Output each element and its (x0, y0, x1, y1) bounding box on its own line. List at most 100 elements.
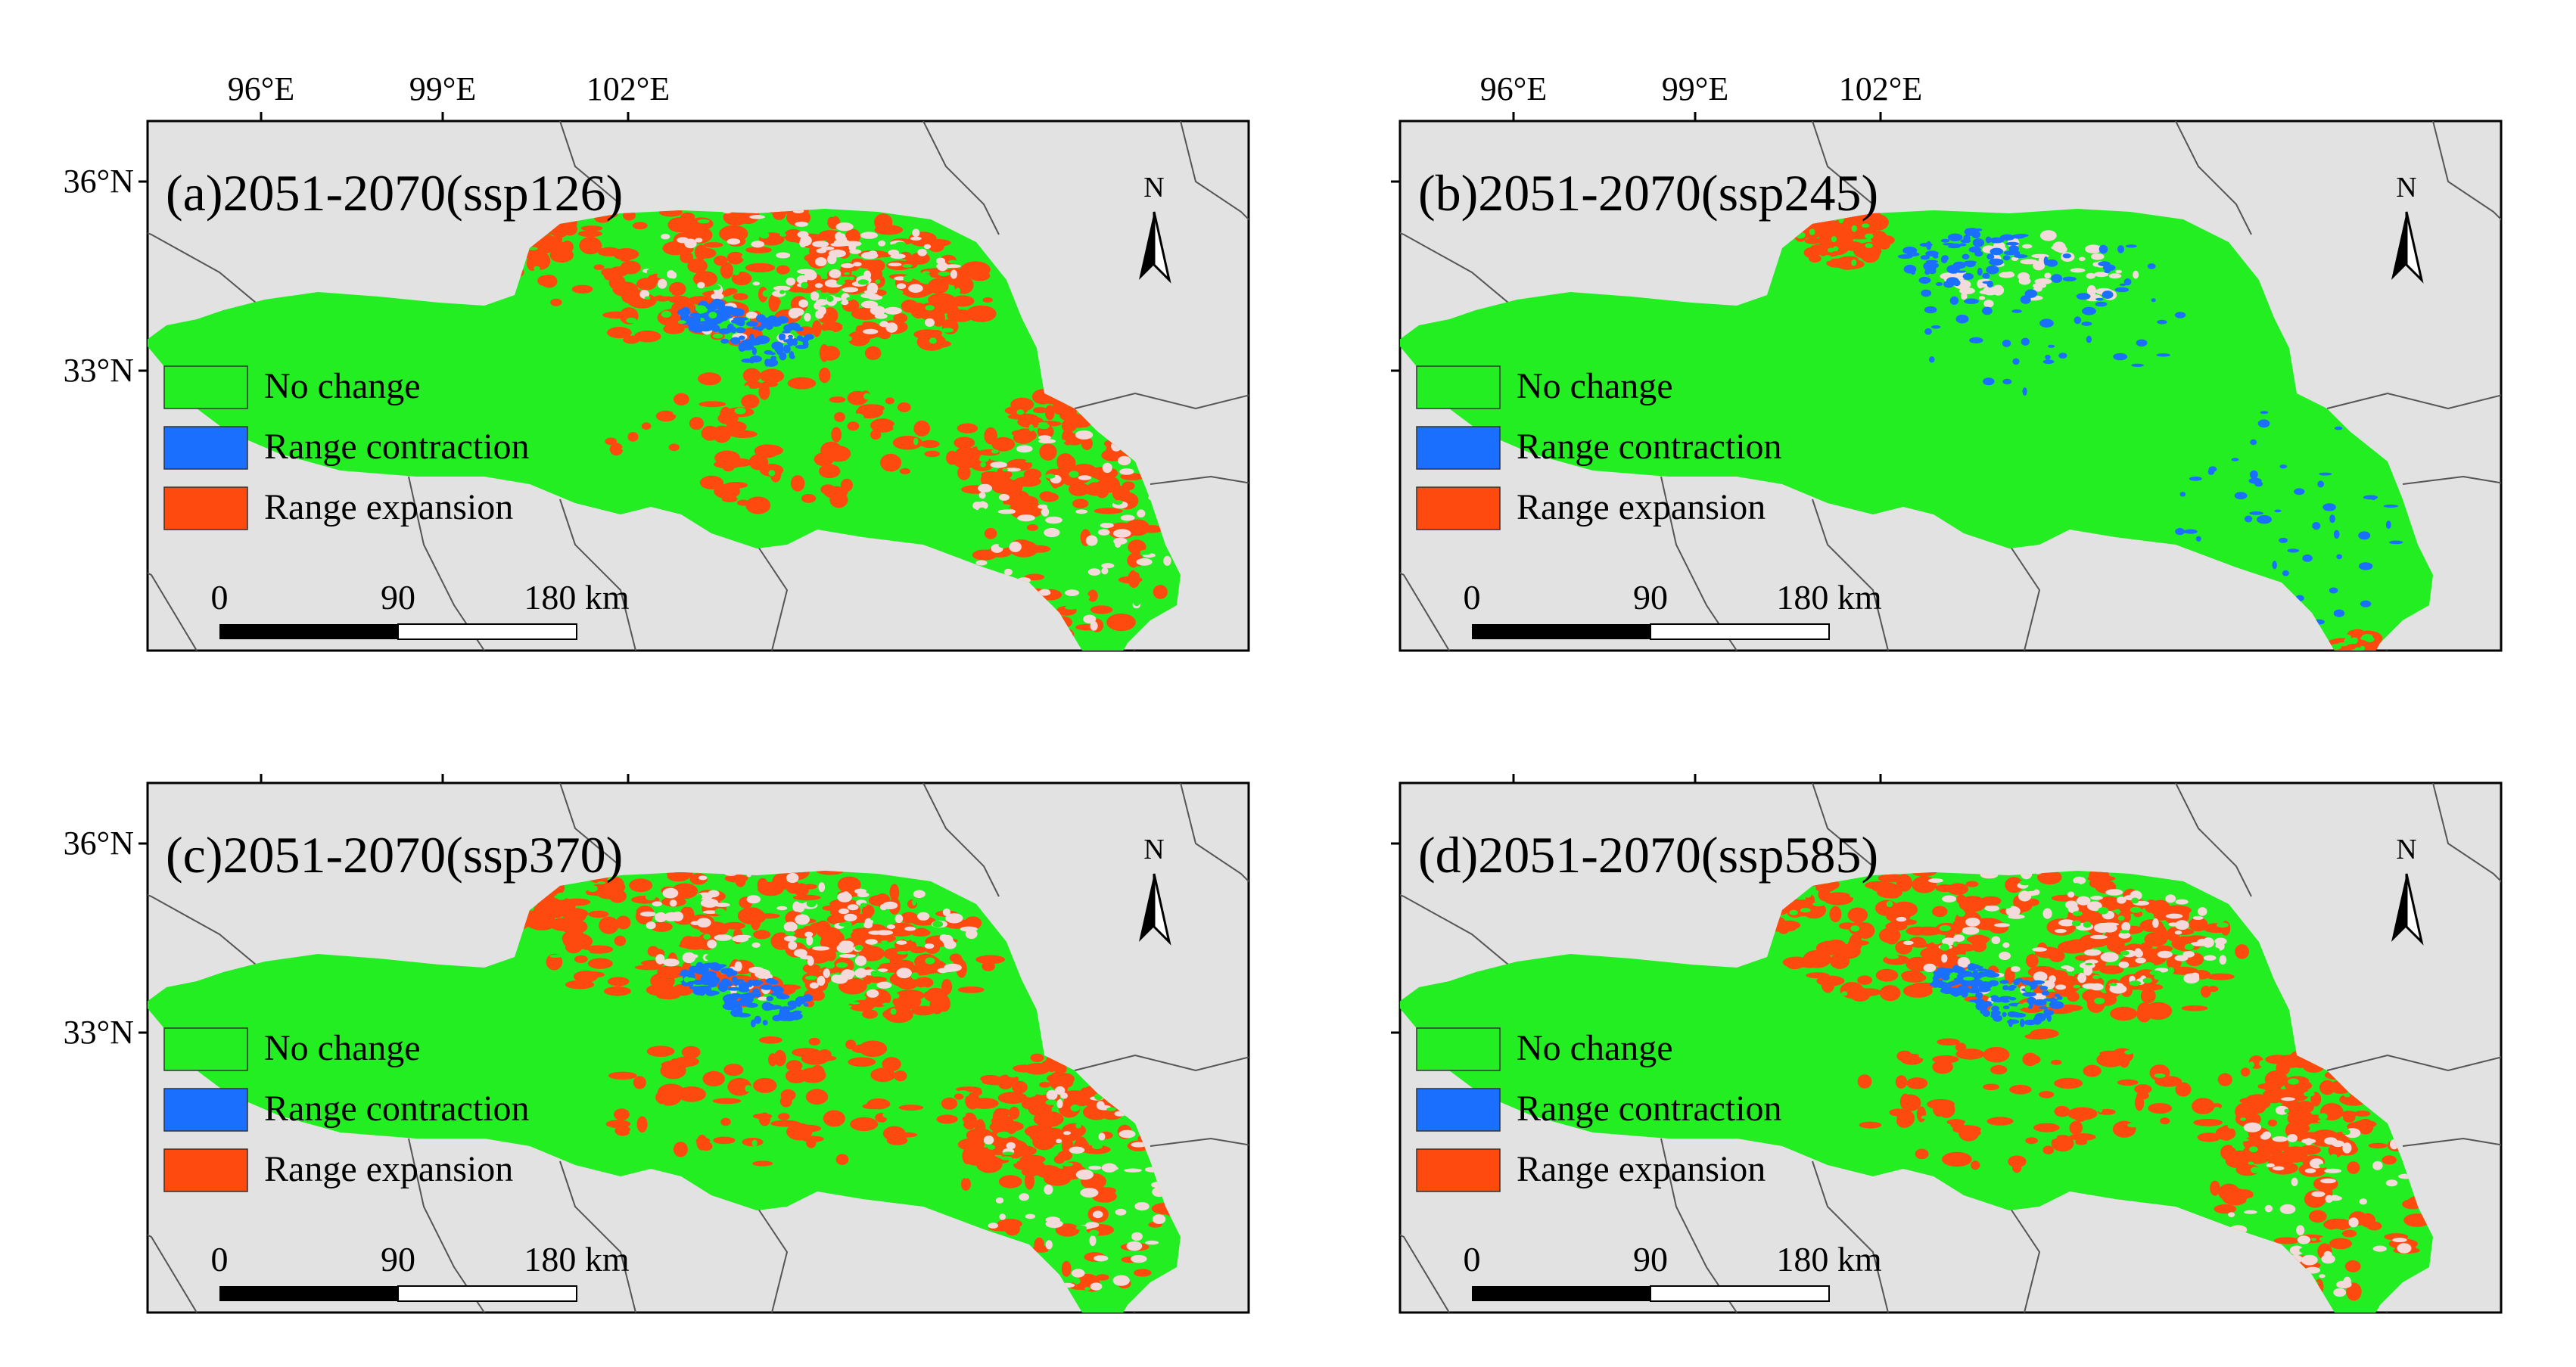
expansion-patch (720, 262, 734, 279)
expansion-patch (1921, 956, 1947, 964)
no-change-patch (2154, 1073, 2166, 1078)
contraction-patch (2104, 269, 2111, 274)
expansion-patch (1857, 1074, 1872, 1089)
expansion-patch (913, 420, 931, 437)
unsuitable-patch (1118, 1129, 1136, 1139)
no-change-patch (696, 893, 703, 900)
no-change-patch (988, 492, 994, 496)
unsuitable-patch (917, 912, 930, 921)
no-change-patch (875, 279, 881, 284)
expansion-patch (597, 247, 621, 256)
contraction-patch (2098, 244, 2108, 254)
unsuitable-patch (708, 890, 720, 898)
expansion-patch (786, 1060, 803, 1072)
unsuitable-patch (829, 269, 842, 278)
contraction-patch (2098, 261, 2111, 267)
no-change-patch (2098, 1105, 2103, 1113)
expansion-patch (2348, 654, 2368, 664)
no-change-patch (1106, 1107, 1116, 1111)
expansion-patch (2369, 651, 2387, 663)
scale-bar-label: 90 (381, 1240, 415, 1278)
contraction-patch (2334, 426, 2343, 430)
unsuitable-patch (2084, 949, 2102, 956)
expansion-patch (753, 1077, 777, 1093)
longitude-label: 102°E (1839, 70, 1922, 107)
expansion-patch (633, 1076, 646, 1089)
no-change-patch (2311, 1238, 2316, 1241)
unsuitable-patch (2191, 972, 2200, 980)
unsuitable-patch (2266, 1163, 2275, 1168)
unsuitable-patch (2055, 984, 2067, 990)
no-change-patch (1851, 225, 1857, 232)
no-change-patch (1828, 247, 1834, 253)
contraction-patch (722, 1002, 737, 1011)
unsuitable-patch (1046, 1089, 1058, 1101)
contraction-patch (761, 1002, 773, 1011)
no-change-patch (613, 996, 626, 1002)
unsuitable-patch (2175, 920, 2189, 930)
contraction-patch (2329, 514, 2335, 523)
expansion-patch (2148, 1103, 2173, 1114)
unsuitable-patch (2348, 1217, 2359, 1228)
unsuitable-patch (876, 930, 894, 936)
legend-swatch (163, 486, 248, 530)
expansion-patch (2329, 1238, 2353, 1250)
unsuitable-patch (800, 235, 812, 246)
no-change-patch (1949, 974, 1958, 979)
scale-bar-label: 0 (1464, 578, 1481, 617)
expansion-patch (1932, 1060, 1953, 1074)
unsuitable-patch (2192, 915, 2204, 920)
expansion-patch (562, 930, 586, 946)
no-change-patch (714, 908, 726, 915)
unsuitable-patch (863, 328, 879, 334)
unsuitable-patch (734, 934, 751, 939)
unsuitable-patch (806, 935, 814, 946)
expansion-patch (834, 412, 845, 422)
contraction-patch (1937, 967, 1947, 973)
no-change-patch (2240, 1117, 2246, 1121)
expansion-patch (1916, 1106, 1927, 1123)
contraction-patch (2045, 354, 2051, 360)
contraction-patch (2012, 358, 2020, 365)
unsuitable-patch (2008, 914, 2025, 919)
expansion-patch (672, 983, 694, 996)
contraction-patch (1941, 238, 1950, 243)
no-change-patch (2259, 1060, 2267, 1067)
contraction-patch (2175, 527, 2185, 536)
no-change-patch (2142, 977, 2152, 983)
no-change-patch (2331, 1229, 2342, 1234)
no-change-patch (697, 219, 710, 224)
unsuitable-patch (814, 283, 823, 288)
expansion-patch (2197, 1132, 2221, 1142)
expansion-patch (819, 464, 841, 479)
expansion-patch (1017, 416, 1044, 428)
no-change-patch (892, 424, 902, 430)
expansion-patch (820, 484, 836, 495)
no-change-patch (1059, 561, 1066, 568)
contraction-patch (783, 339, 794, 343)
no-change-patch (1850, 925, 1860, 932)
scale-bar-label: 0 (211, 578, 229, 617)
unsuitable-patch (812, 946, 830, 951)
expansion-patch (2054, 1105, 2070, 1117)
expansion-patch (576, 971, 605, 978)
unsuitable-patch (2182, 951, 2195, 958)
unsuitable-patch (2198, 907, 2207, 916)
contraction-patch (680, 970, 694, 977)
expansion-patch (2117, 1079, 2139, 1086)
expansion-patch (2042, 1145, 2055, 1154)
expansion-patch (607, 977, 630, 986)
no-change-patch (931, 973, 941, 977)
no-change-patch (779, 233, 787, 237)
expansion-patch (2031, 1055, 2041, 1064)
no-change-patch (762, 290, 771, 297)
no-change-patch (905, 1129, 910, 1132)
contraction-patch (2302, 554, 2313, 562)
unsuitable-patch (804, 312, 811, 322)
expansion-patch (1884, 929, 1899, 945)
expansion-patch (862, 1103, 885, 1110)
expansion-patch (901, 300, 919, 313)
unsuitable-patch (1100, 523, 1114, 528)
boundary-line (2432, 783, 2501, 883)
boundary-line (1812, 121, 1874, 205)
